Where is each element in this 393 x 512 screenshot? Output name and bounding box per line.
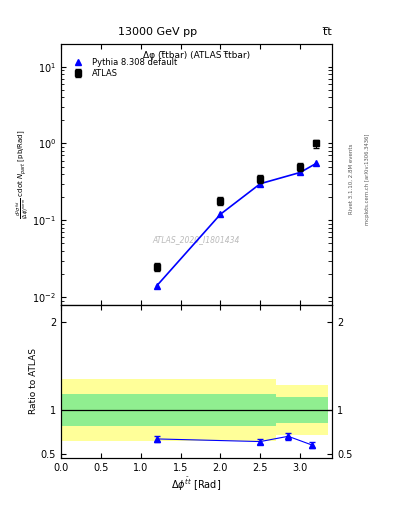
Text: 13000 GeV pp: 13000 GeV pp [118,27,197,37]
Pythia 8.308 default [298,169,303,176]
Text: t̅t: t̅t [323,27,332,37]
Y-axis label: Ratio to ATLAS: Ratio to ATLAS [29,349,38,414]
Text: Rivet 3.1.10, 2.8M events: Rivet 3.1.10, 2.8M events [349,144,354,215]
Y-axis label: $\frac{d^2\sigma^{fid}}{(\Delta\phi)^{norm}}$ cdot $N_{part}$ [pb/Rad]: $\frac{d^2\sigma^{fid}}{(\Delta\phi)^{no… [14,130,31,219]
Legend: Pythia 8.308 default, ATLAS: Pythia 8.308 default, ATLAS [68,55,180,80]
Text: Δφ (t̅tbar) (ATLAS t̅tbar): Δφ (t̅tbar) (ATLAS t̅tbar) [143,51,250,60]
Text: ATLAS_2020_I1801434: ATLAS_2020_I1801434 [153,235,240,244]
Pythia 8.308 default [218,211,223,217]
Pythia 8.308 default [154,283,159,289]
Pythia 8.308 default [258,181,263,187]
Line: Pythia 8.308 default: Pythia 8.308 default [154,160,319,289]
X-axis label: $\Delta\phi^{\bar{t}t}$ [Rad]: $\Delta\phi^{\bar{t}t}$ [Rad] [171,476,222,493]
Pythia 8.308 default [314,160,318,166]
Text: mcplots.cern.ch [arXiv:1306.3436]: mcplots.cern.ch [arXiv:1306.3436] [365,134,370,225]
